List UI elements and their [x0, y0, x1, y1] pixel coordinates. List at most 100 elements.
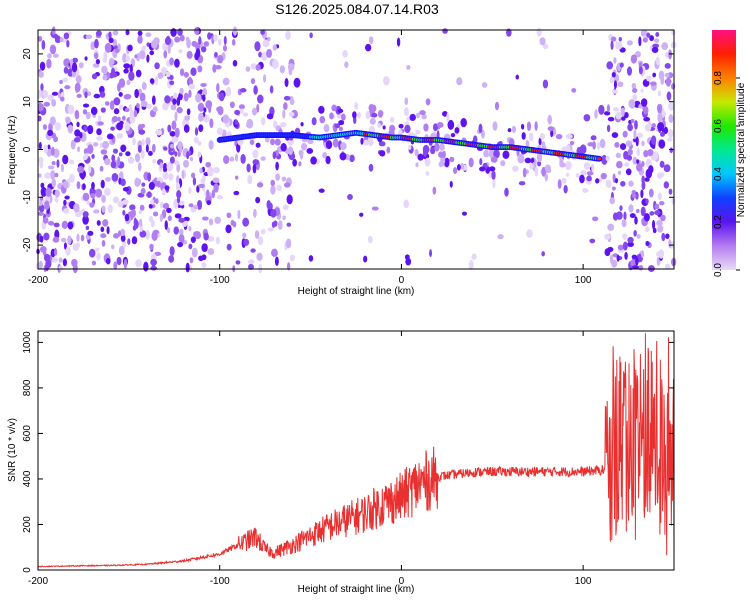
- spectrogram-cell: [198, 183, 205, 188]
- spectrogram-cell: [613, 80, 617, 89]
- colorbar: 0.0 0.2 0.4 0.6 0.8 Normalized spectral ampl…: [712, 30, 747, 277]
- spectrogram-cell: [124, 121, 131, 132]
- spectrogram-cell: [611, 186, 616, 191]
- spectrogram-cell: [416, 112, 420, 119]
- x-tick-label: 0: [399, 576, 405, 587]
- spectrogram-cell: [583, 162, 591, 171]
- spectrogram-cell: [88, 248, 96, 258]
- spectrogram-cell: [663, 164, 671, 173]
- spectrogram-cell: [536, 152, 543, 163]
- spectrogram-cell: [341, 113, 346, 121]
- spectrogram-cell: [203, 107, 207, 113]
- spectrogram-cell: [266, 48, 273, 58]
- spectrogram-cell: [193, 204, 199, 210]
- spectrogram-cell: [555, 133, 563, 140]
- spectrogram-cell: [471, 253, 477, 260]
- spectrogram-y-label: Frequency (Hz): [7, 116, 18, 185]
- spectrogram-cell: [62, 208, 70, 214]
- spectrogram-cell: [657, 192, 662, 201]
- spectrogram-cell: [604, 248, 611, 257]
- spectrogram-cell: [325, 140, 333, 150]
- spectrogram-cell: [607, 223, 615, 232]
- spectrogram-cell: [517, 153, 525, 164]
- spectrogram-cell: [364, 43, 372, 52]
- spectrogram-cell: [338, 126, 344, 132]
- spectrogram-cell: [666, 91, 672, 101]
- spectrogram-cell: [257, 94, 264, 104]
- spectrogram-cell: [85, 152, 89, 159]
- spectrogram-cell: [263, 74, 267, 83]
- spectrogram-cell: [80, 234, 85, 242]
- spectrogram-cell: [46, 58, 52, 69]
- spectrogram-cell: [480, 129, 485, 139]
- spectrogram-cell: [105, 258, 111, 265]
- spectrogram-cell: [624, 162, 630, 167]
- spectrogram-cell: [609, 197, 615, 205]
- spectrogram-cell: [625, 168, 632, 176]
- spectrogram-cell: [132, 137, 136, 146]
- spectrogram-cell: [378, 141, 386, 147]
- spectrogram-ridge-core: [596, 157, 602, 161]
- spectrogram-cell: [145, 32, 152, 38]
- spectrogram-cell: [138, 209, 142, 215]
- spectrogram-cell: [657, 112, 663, 123]
- spectrogram-cell: [492, 179, 496, 189]
- spectrogram-cell: [134, 177, 141, 187]
- spectrogram-cell: [101, 239, 106, 247]
- spectrogram-cell: [645, 240, 650, 247]
- spectrogram-cell: [239, 88, 247, 93]
- spectrogram-cell: [101, 205, 106, 213]
- spectrogram-cell: [190, 172, 196, 179]
- x-tick-label: 100: [575, 275, 592, 286]
- spectrogram-cell: [507, 128, 512, 133]
- spectrogram-cell: [66, 40, 70, 48]
- spectrogram-cell: [309, 32, 313, 39]
- spectrogram-cell: [272, 59, 279, 70]
- spectrogram-cell: [657, 225, 664, 233]
- spectrogram-cell: [363, 139, 369, 146]
- spectrogram-cell: [54, 122, 61, 131]
- spectrogram-cell: [62, 258, 67, 267]
- figure-title: S126.2025.084.07.14.R03: [275, 1, 439, 17]
- spectrogram-cell: [649, 211, 655, 216]
- spectrogram-cell: [188, 225, 192, 232]
- spectrogram-cell: [147, 172, 152, 182]
- spectrogram-cell: [347, 194, 353, 201]
- spectrogram-cell: [83, 125, 88, 132]
- spectrogram-cell: [223, 44, 228, 52]
- spectrogram-cell: [188, 76, 192, 87]
- spectrogram-cell: [235, 175, 239, 180]
- spectrogram-cell: [164, 220, 168, 231]
- spectrogram-cell: [135, 69, 142, 78]
- spectrogram-cell: [176, 163, 181, 173]
- spectrogram-cell: [41, 39, 46, 50]
- x-tick-label: -200: [28, 275, 48, 286]
- spectrogram-cell: [606, 124, 611, 133]
- spectrogram-cell: [460, 118, 467, 128]
- spectrogram-cell: [179, 228, 184, 236]
- spectrogram-cell: [359, 212, 364, 217]
- spectrogram-cell: [222, 114, 230, 124]
- spectrogram-cell: [542, 79, 549, 89]
- spectrogram-cell: [64, 195, 70, 200]
- spectrogram-cell: [214, 216, 222, 224]
- spectrogram-cell: [626, 40, 633, 46]
- spectrogram-cell: [93, 52, 99, 59]
- spectrogram-cell: [183, 159, 189, 168]
- spectrogram-cell: [111, 173, 119, 182]
- spectrogram-cell: [104, 42, 112, 53]
- spectrogram-cell: [417, 153, 424, 161]
- spectrogram-cell: [589, 238, 596, 244]
- spectrogram-cell: [73, 137, 81, 143]
- spectrogram-cell: [104, 158, 111, 166]
- colorbar-tick-label: 0.4: [713, 167, 724, 181]
- spectrogram-cell: [635, 257, 639, 266]
- spectrogram-cell: [72, 57, 79, 63]
- spectrogram-cell: [51, 161, 56, 166]
- spectrogram-cell: [76, 121, 80, 128]
- spectrogram-cell: [260, 156, 266, 161]
- spectrogram-cell: [37, 89, 42, 99]
- spectrogram-cell: [148, 150, 153, 156]
- spectrogram-cell: [206, 200, 212, 206]
- spectrogram-cell: [649, 35, 655, 42]
